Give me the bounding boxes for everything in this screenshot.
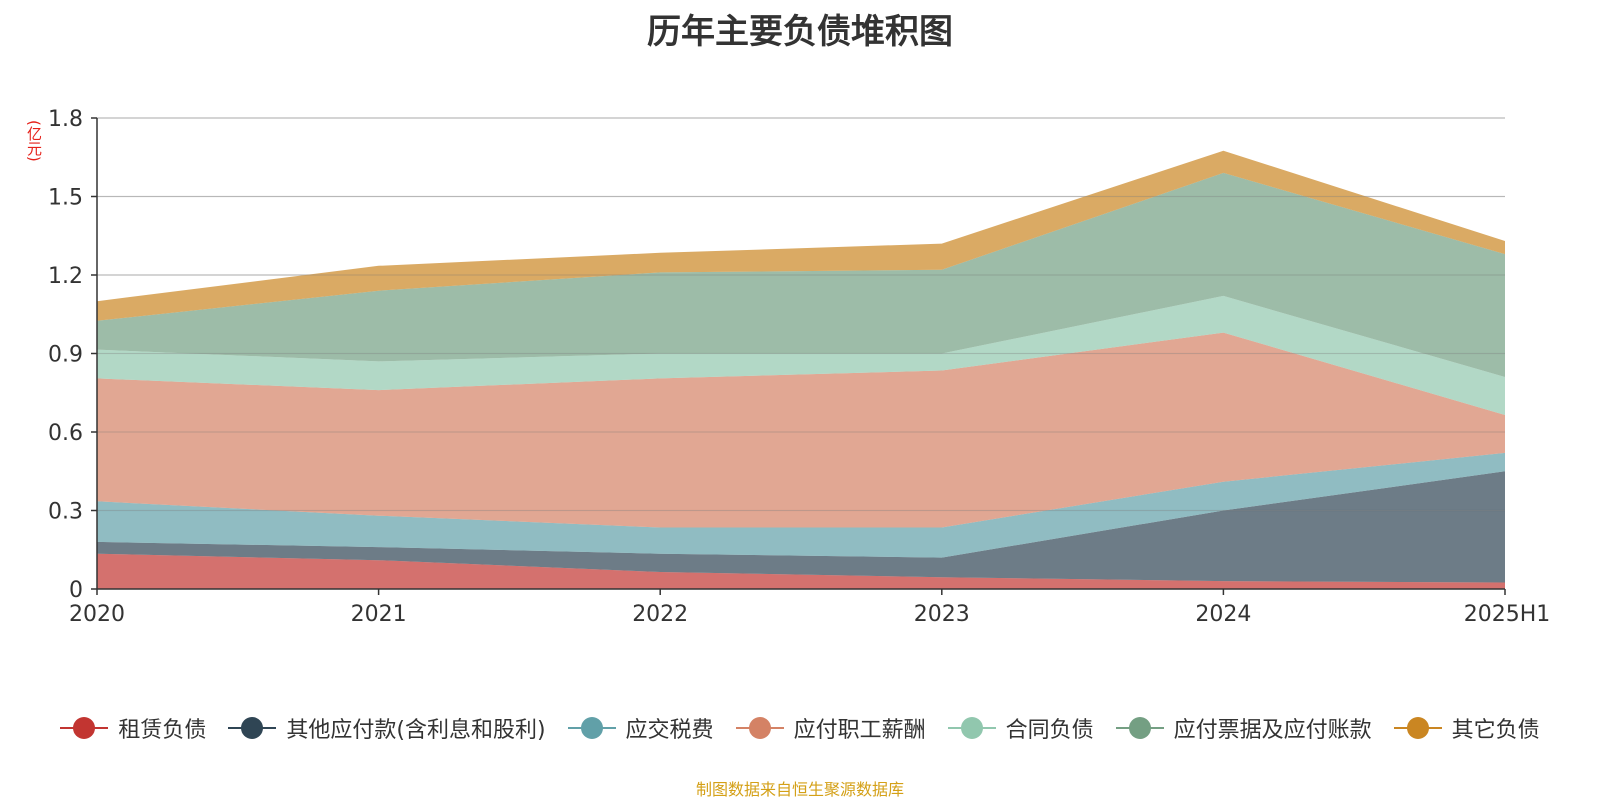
area-series-0 [97,553,1505,589]
area-series-2 [97,452,1505,558]
legend-marker-icon [947,715,996,741]
legend-item[interactable]: 其他应付款(含利息和股利) [228,712,546,744]
area-series-6 [97,150,1505,321]
legend-label: 应付票据及应付账款 [1173,718,1372,743]
legend-label: 其它负债 [1451,718,1540,743]
legend-marker-icon [60,715,109,741]
x-tick-label: 2025H1 [1464,602,1551,627]
legend-item[interactable]: 应交税费 [567,712,714,744]
x-tick-label: 2023 [914,602,970,627]
stacked-area-chart: 0 0.3 0.6 0.9 1.2 1.5 1.8 2020 2021 2022 2023 2024 2… [48,107,1551,627]
chart-title: 历年主要负债堆积图 [647,12,953,52]
x-tick-label: 2022 [632,602,688,627]
legend-marker-icon [1393,715,1442,741]
legend-marker-icon [228,715,277,741]
legend-marker-icon [567,715,616,741]
y-tick-label: 0.9 [48,343,83,368]
legend-marker-icon [1115,715,1164,741]
legend-item[interactable]: 应付票据及应付账款 [1115,712,1372,744]
legend-item[interactable]: 应付职工薪酬 [735,712,926,744]
data-source-note: 制图数据来自恒生聚源数据库 [695,780,904,799]
y-tick-label: 1.5 [48,186,83,211]
area-series-1 [97,471,1505,583]
chart-legend: 租赁负债 其他应付款(含利息和股利) 应交税费 应付职工薪酬 合同负债 应付票据及应付账款… [0,712,1600,744]
legend-label: 应交税费 [625,718,714,743]
legend-label: 应付职工薪酬 [793,718,926,743]
y-tick-label: 0 [69,578,83,603]
area-series-4 [97,295,1505,415]
y-tick-label: 1.2 [48,264,83,289]
area-series-5 [97,172,1505,377]
legend-label: 租赁负债 [118,718,207,743]
y-tick-label: 0.3 [48,500,83,525]
x-tick-label: 2021 [351,602,407,627]
legend-marker-icon [735,715,784,741]
legend-item[interactable]: 其它负债 [1393,712,1540,744]
legend-item[interactable]: 租赁负债 [60,712,206,744]
legend-label: 合同负债 [1005,718,1094,743]
y-axis-unit-label: (亿元) [25,120,43,162]
y-tick-label: 0.6 [48,421,83,446]
x-tick-label: 2020 [69,602,125,627]
legend-label: 其他应付款(含利息和股利) [286,718,546,743]
y-tick-label: 1.8 [48,107,83,132]
area-series-3 [97,332,1505,528]
legend-item[interactable]: 合同负债 [947,712,1094,744]
x-tick-label: 2024 [1195,602,1251,627]
